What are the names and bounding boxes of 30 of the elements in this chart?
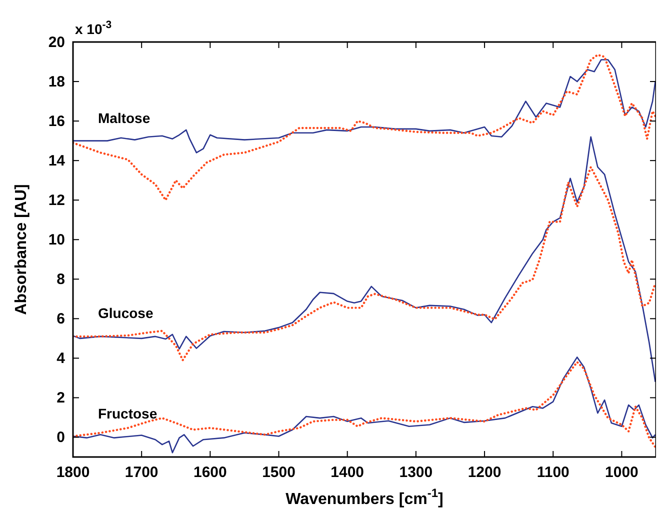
text: x 10$^{-3}$ (75, 19, 112, 37)
x-tick-label: 1800 (56, 464, 90, 481)
y-tick-label: 18 (48, 74, 65, 91)
y-tick-label: 6 (56, 310, 65, 328)
x-tick-label: 1300 (399, 464, 433, 481)
y-tick-label: 4 (56, 350, 66, 368)
y-tick-label: 16 (48, 113, 65, 130)
y-tick-label: 0 (56, 429, 65, 446)
annotation: Maltose (98, 110, 150, 126)
x-tick-label: 1100 (536, 464, 570, 481)
line-series (73, 136, 656, 383)
x-tick-label: 1500 (262, 464, 296, 481)
line-series (73, 166, 656, 362)
y-tick-label: 8 (56, 271, 65, 288)
y-tick-label: 10 (48, 232, 65, 249)
y-tick-label: 20 (48, 34, 65, 51)
x-tick-label: 1400 (330, 464, 364, 481)
line-series (73, 59, 656, 154)
x-tick-label: 1600 (193, 464, 227, 481)
x-tick-label: 1700 (124, 464, 158, 481)
x-tick-label: 1200 (468, 464, 502, 481)
x-tick-label: 1000 (605, 464, 638, 481)
annotation: Fructose (98, 405, 158, 422)
x-axis-title: Wavenumbers [cm$^{-1}$] (286, 486, 444, 508)
annotation: Glucose (98, 304, 154, 321)
y-tick-label: 12 (48, 192, 65, 210)
line-series (73, 54, 656, 202)
y-axis-title: Absorbance [AU] (13, 184, 30, 315)
y-tick-label: 14 (48, 152, 66, 170)
y-tick-label: 2 (56, 390, 65, 407)
